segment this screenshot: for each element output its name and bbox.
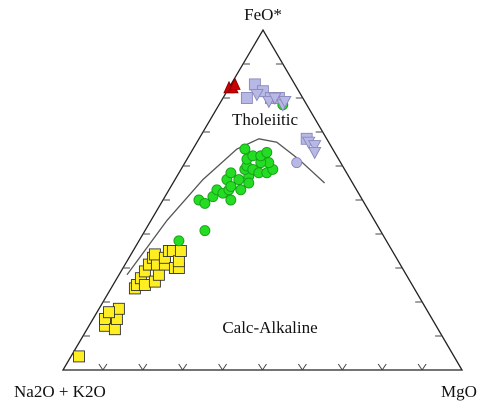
tick-mark-24 (337, 363, 343, 371)
apex-label-feo: FeO* (244, 5, 282, 24)
tick-mark-29 (381, 363, 387, 371)
tick-mark-4 (138, 363, 144, 371)
point-triangle-down-lavender-4-0 (250, 89, 264, 102)
point-triangle-up-red-5-2 (229, 77, 241, 90)
tick-mark-1 (102, 363, 108, 371)
tick-mark-8 (178, 363, 184, 371)
point-circle-green-1-11 (235, 184, 247, 196)
tick-mark-32 (417, 363, 423, 371)
point-square-yellow-0-14 (152, 268, 165, 281)
point-circle-green-1-12 (233, 174, 245, 186)
tick-mark-13 (222, 363, 228, 371)
point-circle-green-1-28 (261, 146, 273, 158)
tick-mark-33 (421, 363, 427, 371)
tick-mark-16 (258, 363, 263, 371)
apex-label-alkali: Na2O + K2O (14, 382, 106, 401)
ternary-ticks (83, 63, 443, 371)
data-points (73, 77, 322, 363)
point-square-yellow-0-6 (103, 306, 115, 319)
tick-mark-5 (142, 363, 148, 371)
point-triangle-down-lavender-4-7 (307, 146, 322, 160)
field-label-tholeiitic: Tholeiitic (232, 110, 299, 129)
point-circle-green-1-26 (239, 143, 251, 155)
point-circle-green-1-7 (225, 194, 237, 206)
point-square-yellow-0-3 (108, 323, 121, 336)
point-square-lavender-3-0 (240, 92, 253, 104)
point-circle-lavender-2-0 (291, 157, 303, 169)
point-square-yellow-0-10 (138, 279, 151, 291)
point-square-yellow-0-25 (174, 245, 187, 257)
tick-mark-21 (301, 363, 307, 371)
point-square-yellow-0-0 (73, 350, 85, 363)
point-triangle-down-lavender-4-2 (268, 92, 282, 105)
tick-mark-25 (341, 363, 347, 371)
point-circle-green-1-18 (243, 177, 255, 189)
point-triangle-down-lavender-4-4 (278, 95, 292, 109)
point-triangle-down-lavender-4-6 (307, 140, 322, 153)
point-square-yellow-0-24 (172, 255, 185, 268)
point-circle-green-1-3 (199, 197, 211, 209)
tick-mark-9 (182, 363, 188, 371)
tick-mark-0 (98, 363, 104, 371)
tick-mark-28 (377, 363, 383, 371)
tick-mark-12 (218, 363, 224, 371)
field-label-calc-alkaline: Calc-Alkaline (222, 318, 317, 337)
point-circle-green-1-1 (199, 225, 211, 237)
tholeiitic-calc-alkaline-boundary (126, 138, 326, 276)
tick-mark-20 (297, 363, 303, 371)
tick-mark-17 (262, 363, 267, 371)
point-circle-green-1-10 (225, 180, 237, 192)
point-circle-green-1-0 (173, 235, 185, 247)
apex-label-mgo: MgO (441, 382, 477, 401)
point-square-yellow-0-5 (112, 302, 125, 315)
point-circle-green-1-13 (225, 167, 237, 179)
point-square-yellow-0-17 (148, 248, 161, 261)
